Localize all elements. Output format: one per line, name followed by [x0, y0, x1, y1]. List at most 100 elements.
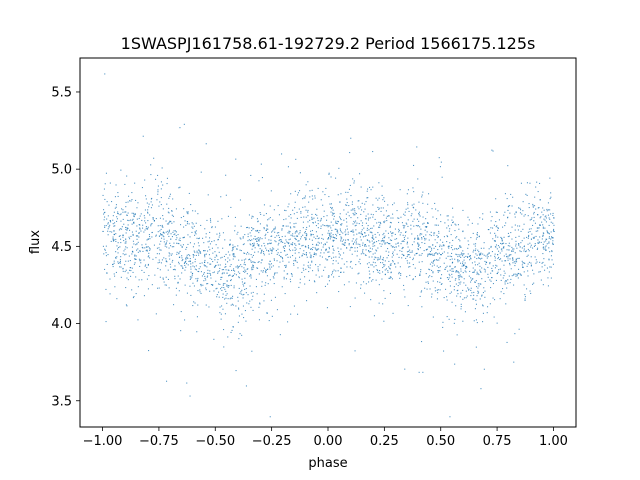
- data-point: [221, 256, 223, 258]
- data-point: [460, 268, 462, 270]
- data-point: [199, 291, 201, 293]
- data-point: [136, 235, 138, 237]
- data-point: [460, 256, 462, 258]
- data-point: [312, 243, 314, 245]
- data-point: [166, 203, 168, 205]
- data-point: [541, 211, 543, 213]
- data-point: [533, 237, 535, 239]
- data-point: [467, 256, 469, 258]
- data-point: [428, 193, 430, 195]
- data-point: [190, 204, 192, 206]
- data-point: [227, 261, 229, 263]
- data-point: [348, 205, 350, 207]
- data-point: [552, 214, 554, 216]
- data-point: [514, 262, 516, 264]
- data-point: [270, 190, 272, 192]
- data-point: [426, 226, 428, 228]
- data-point: [511, 238, 513, 240]
- data-point: [547, 214, 549, 216]
- data-point: [402, 240, 404, 242]
- data-point: [285, 254, 287, 256]
- data-point: [474, 261, 476, 263]
- data-point: [227, 269, 229, 271]
- data-point: [160, 262, 162, 264]
- data-point: [234, 225, 236, 227]
- data-point: [299, 190, 301, 192]
- data-point: [187, 213, 189, 215]
- data-point: [269, 205, 271, 207]
- data-point: [417, 237, 419, 239]
- data-point: [381, 240, 383, 242]
- data-point: [313, 256, 315, 258]
- data-point: [286, 241, 288, 243]
- data-point: [553, 224, 555, 226]
- data-point: [243, 317, 245, 319]
- data-point: [335, 256, 337, 258]
- data-point: [483, 242, 485, 244]
- data-point: [432, 280, 434, 282]
- data-point: [273, 229, 275, 231]
- data-point: [179, 127, 181, 129]
- data-point: [225, 263, 227, 265]
- data-point: [457, 271, 459, 273]
- data-point: [281, 153, 283, 155]
- data-point: [526, 255, 528, 257]
- data-point: [313, 252, 315, 254]
- data-point: [278, 234, 280, 236]
- data-point: [408, 250, 410, 252]
- data-point: [182, 267, 184, 269]
- data-point: [388, 277, 390, 279]
- data-point: [104, 268, 106, 270]
- data-point: [128, 236, 130, 238]
- data-point: [494, 259, 496, 261]
- data-point: [398, 221, 400, 223]
- data-point: [244, 269, 246, 271]
- data-point: [159, 230, 161, 232]
- data-point: [179, 256, 181, 258]
- data-point: [335, 228, 337, 230]
- data-point: [420, 271, 422, 273]
- data-point: [550, 238, 552, 240]
- data-point: [177, 234, 179, 236]
- data-point: [307, 245, 309, 247]
- data-point: [497, 258, 499, 260]
- data-point: [134, 254, 136, 256]
- data-point: [168, 255, 170, 257]
- data-point: [387, 215, 389, 217]
- data-point: [328, 196, 330, 198]
- data-point: [376, 269, 378, 271]
- data-point: [378, 208, 380, 210]
- data-point: [340, 240, 342, 242]
- data-point: [489, 232, 491, 234]
- data-point: [320, 217, 322, 219]
- data-point: [220, 278, 222, 280]
- data-point: [371, 237, 373, 239]
- data-point: [217, 271, 219, 273]
- data-point: [355, 213, 357, 215]
- data-point: [204, 265, 206, 267]
- data-point: [366, 229, 368, 231]
- data-point: [460, 275, 462, 277]
- data-point: [490, 255, 492, 257]
- data-point: [491, 277, 493, 279]
- data-point: [477, 283, 479, 285]
- data-point: [198, 237, 200, 239]
- data-point: [146, 250, 148, 252]
- data-point: [120, 213, 122, 215]
- data-point: [401, 257, 403, 259]
- data-point: [473, 294, 475, 296]
- data-point: [339, 228, 341, 230]
- data-point: [480, 254, 482, 256]
- data-point: [386, 220, 388, 222]
- data-point: [330, 176, 332, 178]
- data-point: [233, 268, 235, 270]
- data-point: [498, 250, 500, 252]
- data-point: [527, 275, 529, 277]
- data-point: [190, 277, 192, 279]
- data-point: [216, 233, 218, 235]
- data-point: [475, 253, 477, 255]
- data-point: [350, 260, 352, 262]
- data-point: [390, 222, 392, 224]
- data-point: [474, 245, 476, 247]
- data-point: [148, 275, 150, 277]
